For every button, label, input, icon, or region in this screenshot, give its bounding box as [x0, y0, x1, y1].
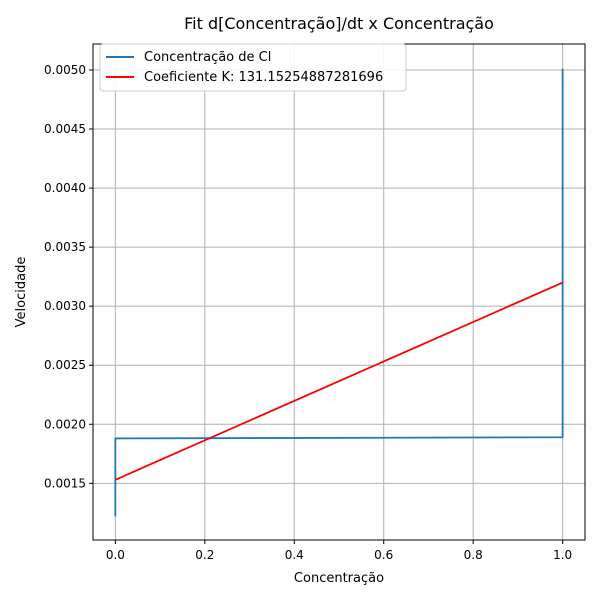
y-tick-label: 0.0020 — [44, 417, 86, 431]
ticks: 0.0 0.2 0.4 0.6 0.8 1.0 0.0015 0.0020 0.0025 0.00… — [44, 63, 572, 562]
legend-box — [99, 43, 407, 92]
y-tick-label: 0.0045 — [44, 122, 86, 136]
x-tick-label: 0.2 — [195, 548, 214, 562]
y-tick-label: 0.0025 — [44, 358, 86, 372]
y-tick-label: 0.0050 — [44, 63, 86, 77]
y-tick-label: 0.0030 — [44, 299, 86, 313]
y-tick-label: 0.0015 — [44, 476, 86, 490]
legend-label-concentracao: Concentração de Cl — [144, 50, 271, 65]
legend-label-fit: Coeficiente K: 131.15254887281696 — [144, 70, 383, 85]
chart-title: Fit d[Concentração]/dt x Concentração — [184, 14, 494, 33]
x-tick-label: 0.0 — [106, 548, 125, 562]
x-tick-label: 0.4 — [285, 548, 304, 562]
series-line-1 — [114, 281, 564, 481]
series-layer — [114, 68, 564, 517]
legend: Concentração de Cl Coeficiente K: 131.15… — [99, 43, 407, 92]
x-axis-title: Concentração — [294, 571, 384, 586]
y-axis-title: Velocidade — [14, 257, 29, 328]
x-tick-label: 1.0 — [553, 548, 572, 562]
x-tick-label: 0.6 — [374, 548, 393, 562]
y-tick-label: 0.0035 — [44, 240, 86, 254]
series-line-0 — [114, 68, 564, 517]
y-tick-label: 0.0040 — [44, 181, 86, 195]
x-tick-label: 0.8 — [464, 548, 483, 562]
